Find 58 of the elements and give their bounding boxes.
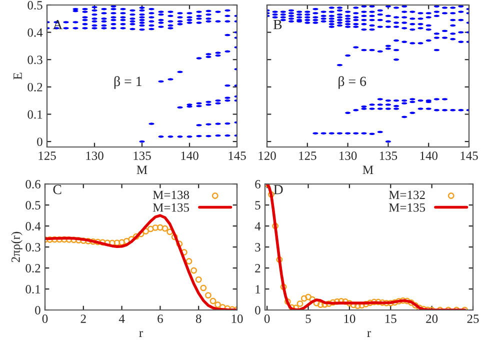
y-axis-title: E xyxy=(14,72,22,80)
x-tick-label: 25 xyxy=(467,314,479,323)
y-tick-label: 2 xyxy=(255,264,260,272)
x-tick-label: 125 xyxy=(299,152,316,160)
y-tick-label: 3 xyxy=(255,243,260,252)
legend-label: M=135 xyxy=(388,203,426,212)
x-axis-title: M xyxy=(136,166,148,174)
x-tick-label: 135 xyxy=(380,152,398,160)
x-tick-label: 120 xyxy=(258,152,276,160)
y-tick-label: 0.6 xyxy=(26,180,40,189)
x-tick-label: 8 xyxy=(196,314,202,323)
y-axis-title: 2πρ(r) xyxy=(11,232,22,262)
x-tick-label: 10 xyxy=(344,314,356,323)
annotation: β = 1 xyxy=(114,76,142,89)
x-tick-label: 2 xyxy=(80,314,86,323)
y-tick-label: 0 xyxy=(37,138,42,146)
x-tick-label: 145 xyxy=(460,152,478,160)
x-tick-label: 140 xyxy=(181,152,198,160)
x-tick-label: 125 xyxy=(38,152,56,160)
y-tick-label: 0 xyxy=(35,306,40,314)
y-tick-label: 4 xyxy=(254,222,261,230)
annotation: β = 6 xyxy=(338,76,366,89)
legend-label: M=132 xyxy=(388,190,425,200)
x-axis-title: r xyxy=(367,331,371,337)
y-tick-label: 0.2 xyxy=(28,82,42,92)
y-tick-label: 0.4 xyxy=(26,222,41,231)
annotation: C xyxy=(53,184,62,194)
annotation: D xyxy=(274,184,283,194)
x-tick-label: 6 xyxy=(158,314,163,323)
x-tick-label: 15 xyxy=(385,314,396,323)
y-tick-label: 6 xyxy=(255,180,260,188)
y-tick-label: 0.5 xyxy=(28,1,42,10)
x-tick-label: 145 xyxy=(228,152,246,160)
annotation: A xyxy=(52,20,63,30)
y-tick-label: 0.1 xyxy=(26,285,40,294)
x-tick-label: 4 xyxy=(118,314,125,323)
x-tick-label: 130 xyxy=(86,152,104,160)
y-tick-label: 0.2 xyxy=(26,264,40,273)
x-axis-title: M xyxy=(362,166,374,174)
y-tick-label: 5 xyxy=(255,201,260,210)
x-tick-label: 130 xyxy=(340,152,357,160)
x-tick-label: 10 xyxy=(232,314,243,323)
legend-label: M=138 xyxy=(152,190,190,200)
y-tick-label: 0 xyxy=(255,306,260,314)
y-tick-label: 0.1 xyxy=(28,110,42,119)
y-tick-label: 0.5 xyxy=(26,201,40,210)
y-tick-label: 1 xyxy=(256,285,260,294)
x-axis-title: r xyxy=(139,331,143,337)
y-tick-label: 0.3 xyxy=(26,243,40,252)
x-tick-label: 0 xyxy=(264,314,270,323)
annotation: B xyxy=(273,20,282,30)
x-tick-label: 5 xyxy=(306,314,311,323)
x-tick-label: 140 xyxy=(420,152,438,160)
x-tick-label: 135 xyxy=(134,152,151,160)
y-tick-label: 0.3 xyxy=(28,56,42,64)
legend-label: M=135 xyxy=(152,203,190,212)
y-tick-label: 0.4 xyxy=(28,28,43,37)
x-tick-label: 20 xyxy=(426,314,438,323)
